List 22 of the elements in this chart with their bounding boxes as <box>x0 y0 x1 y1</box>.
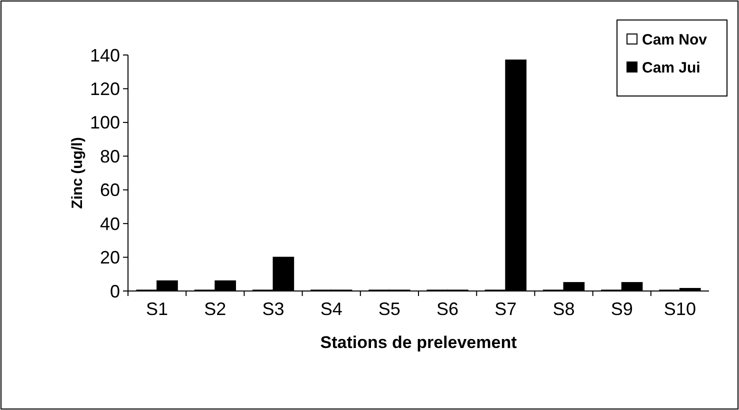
x-tick-label: S5 <box>378 299 400 319</box>
legend-label: Cam Jui <box>642 59 700 76</box>
x-axis-title: Stations de prelevement <box>320 333 518 352</box>
x-tick-label: S4 <box>320 299 342 319</box>
x-tick-label: S9 <box>610 299 633 319</box>
y-tick-label: 40 <box>100 214 120 234</box>
x-tick-label: S8 <box>552 299 575 319</box>
x-tick-label: S6 <box>436 299 459 319</box>
x-tick-label: S2 <box>204 299 226 319</box>
x-tick-label: S7 <box>494 299 517 319</box>
x-tick-label: S3 <box>262 299 284 319</box>
legend-label: Cam Nov <box>642 31 708 48</box>
x-tick-label: S10 <box>664 299 696 319</box>
y-tick-label: 80 <box>100 146 120 166</box>
y-tick-label: 60 <box>100 180 120 200</box>
y-tick-label: 0 <box>110 281 120 302</box>
y-tick-label: 140 <box>90 45 120 66</box>
y-tick-label: 20 <box>100 248 120 268</box>
x-tick-label: S1 <box>146 299 168 319</box>
y-axis-title: Zinc (ug/l) <box>69 137 86 209</box>
y-tick-label: 120 <box>90 79 120 100</box>
y-tick-label: 100 <box>90 112 120 133</box>
